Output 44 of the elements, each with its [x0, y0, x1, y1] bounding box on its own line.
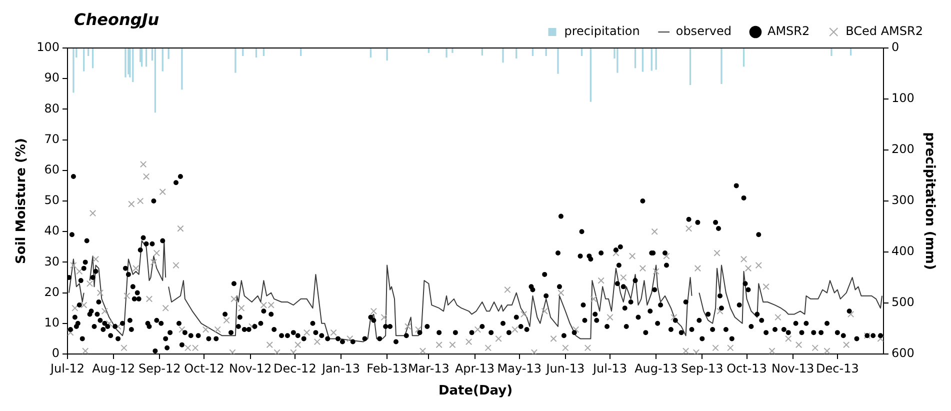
y-tick-label: 30 — [44, 254, 60, 268]
x-tick-label: Sep-12 — [138, 361, 181, 376]
x-tick-label: Jul-12 — [49, 361, 85, 376]
y-tick-label: 40 — [44, 224, 60, 238]
y-tick-label: 60 — [44, 162, 60, 177]
x-tick-label: Oct-13 — [726, 361, 767, 376]
x-tick-label: Oct-12 — [184, 361, 224, 376]
y-axis-title: Soil Moisture (%) — [14, 138, 30, 264]
x-tick-label: Mar-13 — [408, 361, 450, 376]
x-tick-label: Sep-13 — [681, 361, 724, 376]
y-tick-label: 20 — [44, 284, 60, 299]
y2-tick-label: 300 — [891, 193, 914, 208]
chart-title: CheongJu — [74, 10, 160, 29]
y2-tick-label: 100 — [891, 91, 914, 106]
x-axis-title: Date(Day) — [438, 384, 513, 399]
x-tick-label: Dec-12 — [274, 361, 316, 376]
legend-label: precipitation — [564, 24, 640, 38]
x-tick-label: Aug-12 — [92, 361, 136, 376]
y2-axis-title: precipitation (mm) — [922, 132, 937, 270]
y-tick-label: 0 — [52, 346, 60, 360]
x-tick-label: Apr-13 — [454, 361, 495, 376]
y2-tick-label: 600 — [891, 346, 914, 360]
legend-label: BCed AMSR2 — [846, 24, 924, 38]
x-tick-label: Jul-13 — [592, 361, 628, 376]
x-tick-label: Nov-12 — [228, 361, 272, 376]
legend-label: observed — [676, 24, 732, 38]
x-tick-label: Jun-13 — [545, 361, 585, 376]
legend-label: AMSR2 — [767, 24, 810, 38]
y2-tick-label: 400 — [891, 244, 914, 258]
y-tick-label: 70 — [44, 132, 60, 146]
x-tick-label: Feb-13 — [366, 361, 408, 376]
x-tick-label: Dec-13 — [816, 361, 859, 376]
y-tick-label: 90 — [44, 70, 60, 85]
x-tick-label: Aug-13 — [634, 361, 678, 376]
x-tick-label: May-13 — [497, 361, 542, 376]
y-tick-label: 80 — [44, 101, 60, 116]
y2-tick-label: 0 — [891, 40, 900, 54]
x-tick-label: Nov-13 — [771, 361, 814, 376]
y-tick-label: 100 — [36, 40, 60, 54]
y-tick-label: 10 — [44, 316, 60, 330]
x-tick-label: Jan-13 — [320, 361, 360, 376]
y-tick-label: 50 — [44, 193, 60, 208]
y2-tick-label: 500 — [891, 295, 914, 310]
y2-tick-label: 200 — [891, 142, 914, 156]
